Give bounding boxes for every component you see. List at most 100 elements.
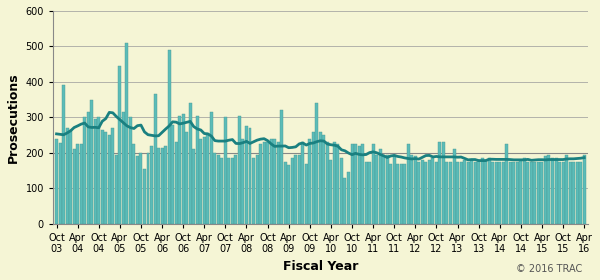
Bar (470, 160, 473, 224)
Bar (280, 110, 283, 224)
Bar (442, 142, 445, 224)
Bar (491, 162, 494, 224)
Bar (558, 162, 561, 224)
Bar (277, 142, 280, 224)
Bar (347, 172, 350, 224)
Bar (291, 158, 294, 224)
Bar (104, 132, 107, 224)
Bar (358, 146, 361, 224)
Bar (235, 155, 238, 224)
Bar (59, 143, 62, 224)
Text: © 2016 TRAC: © 2016 TRAC (516, 264, 582, 274)
Bar (203, 137, 206, 224)
Bar (414, 157, 417, 224)
Bar (516, 162, 519, 224)
Bar (533, 162, 536, 224)
Bar (238, 116, 241, 224)
Bar (259, 144, 262, 224)
Bar (523, 158, 526, 224)
Bar (157, 148, 160, 224)
Bar (565, 155, 568, 224)
Bar (544, 157, 547, 224)
Bar (498, 162, 501, 224)
Bar (439, 142, 442, 224)
Bar (273, 139, 276, 224)
Bar (410, 155, 413, 224)
Bar (379, 149, 382, 224)
Bar (266, 142, 269, 224)
Bar (125, 43, 128, 224)
Bar (90, 100, 93, 224)
Bar (449, 162, 452, 224)
Bar (231, 158, 234, 224)
Bar (139, 153, 142, 224)
Bar (112, 128, 115, 224)
Bar (214, 153, 217, 224)
Bar (456, 162, 459, 224)
Bar (122, 112, 125, 224)
Bar (196, 116, 199, 224)
Bar (382, 155, 385, 224)
Bar (435, 162, 438, 224)
Bar (463, 160, 466, 224)
Bar (83, 117, 86, 224)
Bar (263, 142, 266, 224)
Bar (171, 125, 174, 224)
Bar (76, 144, 79, 224)
Bar (354, 144, 357, 224)
Bar (80, 144, 83, 224)
Bar (118, 66, 121, 224)
Bar (108, 135, 111, 224)
Bar (445, 162, 448, 224)
Bar (192, 149, 195, 224)
Bar (224, 117, 227, 224)
Bar (248, 128, 251, 224)
Bar (241, 139, 244, 224)
Bar (526, 162, 529, 224)
Bar (512, 162, 515, 224)
Bar (167, 50, 170, 224)
Bar (431, 158, 434, 224)
Bar (583, 155, 586, 224)
Bar (424, 162, 427, 224)
Bar (396, 164, 399, 224)
Bar (575, 162, 578, 224)
Bar (326, 142, 329, 224)
Bar (407, 144, 410, 224)
Bar (368, 162, 371, 224)
X-axis label: Fiscal Year: Fiscal Year (283, 260, 358, 273)
Bar (477, 160, 480, 224)
Bar (316, 103, 319, 224)
Bar (62, 85, 65, 224)
Bar (227, 158, 230, 224)
Bar (488, 158, 491, 224)
Bar (322, 135, 325, 224)
Bar (350, 144, 353, 224)
Bar (333, 142, 336, 224)
Bar (418, 162, 421, 224)
Bar (393, 155, 396, 224)
Bar (185, 132, 188, 224)
Bar (579, 162, 582, 224)
Bar (182, 114, 185, 224)
Bar (452, 149, 455, 224)
Bar (129, 117, 132, 224)
Bar (178, 116, 181, 224)
Bar (146, 153, 149, 224)
Bar (199, 139, 202, 224)
Bar (403, 164, 406, 224)
Bar (252, 158, 255, 224)
Bar (206, 135, 209, 224)
Bar (505, 144, 508, 224)
Bar (101, 130, 104, 224)
Bar (541, 162, 544, 224)
Bar (467, 162, 470, 224)
Bar (551, 158, 554, 224)
Bar (298, 155, 301, 224)
Bar (210, 112, 213, 224)
Bar (301, 142, 304, 224)
Bar (65, 128, 68, 224)
Bar (547, 155, 550, 224)
Bar (87, 112, 89, 224)
Bar (530, 162, 533, 224)
